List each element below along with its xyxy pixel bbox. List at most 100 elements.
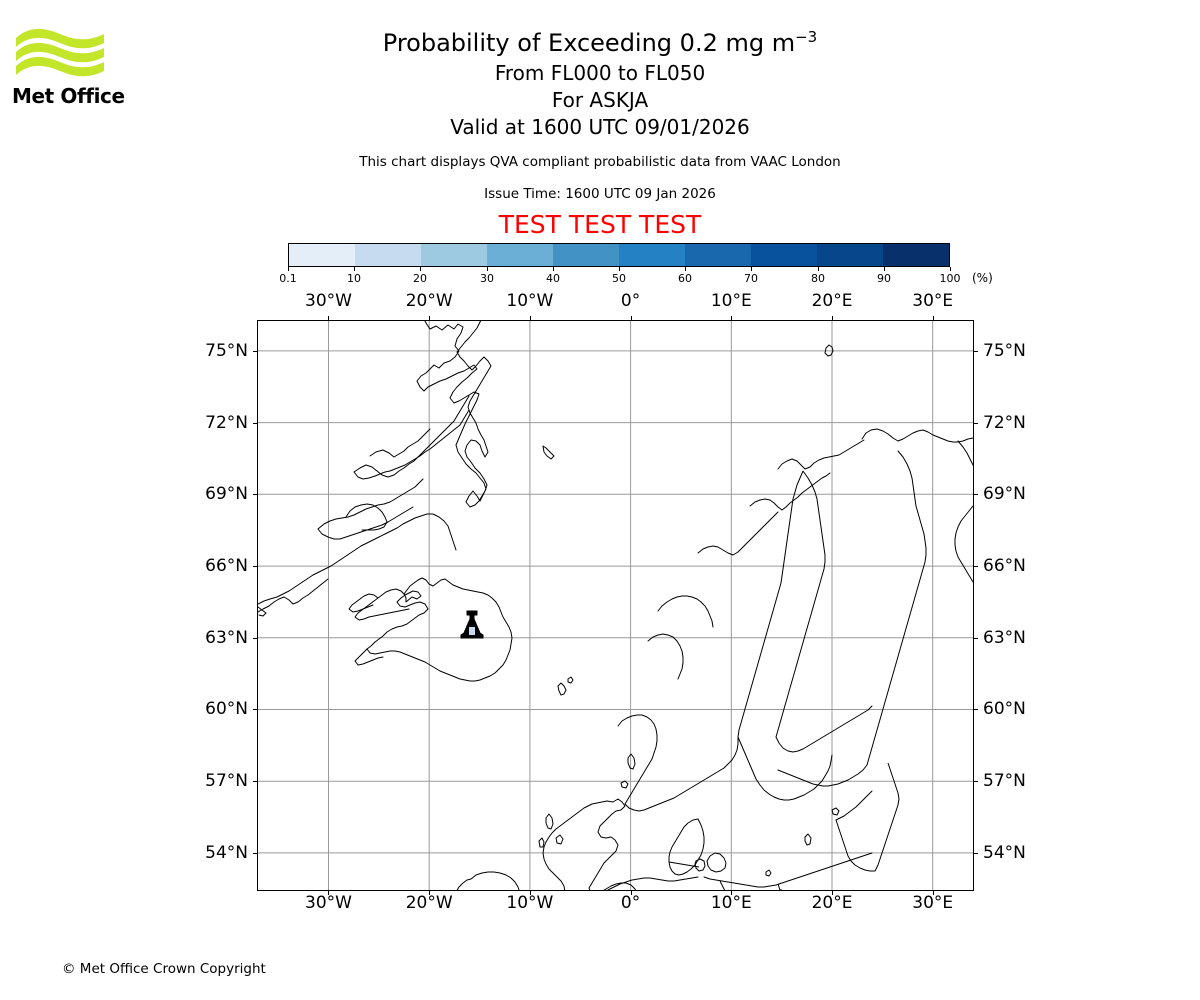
coastline-hebrides-south	[538, 837, 545, 848]
colorbar-band-3	[487, 244, 553, 266]
volcano-marker-askja[interactable]	[460, 610, 484, 639]
colorbar-tick-1	[354, 267, 355, 271]
chart-header: Probability of Exceeding 0.2 mg m−3 From…	[0, 0, 1200, 240]
tick-right-2	[974, 494, 978, 496]
coastline-greenland	[416, 321, 492, 508]
coastline-great-britain	[542, 798, 637, 890]
tick-bottom-3	[630, 891, 632, 895]
map-panel[interactable]	[257, 320, 974, 891]
colorbar-tick-4	[553, 267, 554, 271]
coastline-iceland-sw	[354, 648, 384, 666]
lon-label-bottom-5: 20°E	[811, 893, 853, 913]
colorbar-tick-label-1: 10	[347, 272, 361, 285]
coastline-faroe-islands	[557, 682, 567, 696]
lon-label-bottom-1: 20°W	[405, 893, 453, 913]
copyright-notice: © Met Office Crown Copyright	[62, 961, 266, 977]
title-text: Probability of Exceeding 0.2 mg m	[382, 29, 796, 57]
colorbar-band-6	[685, 244, 751, 266]
lon-label-top-6: 30°E	[912, 291, 954, 311]
coastline-norway-central	[657, 595, 714, 628]
met-office-logo: Met Office	[12, 26, 125, 116]
tick-right-6	[974, 781, 978, 783]
lat-label-left-0: 75°N	[205, 340, 248, 361]
lat-label-right-4: 63°N	[983, 627, 1026, 648]
coastline-norway-vestfjord	[697, 511, 779, 556]
tick-right-4	[974, 637, 978, 639]
lon-label-top-0: 30°W	[305, 291, 352, 311]
page-title: Probability of Exceeding 0.2 mg m−3	[0, 26, 1200, 60]
coastline-bornholm	[765, 869, 772, 877]
border-finland-sweden	[775, 470, 826, 738]
colorbar-tick-label-9: 90	[877, 272, 891, 285]
colorbar-tick-label-2: 20	[413, 272, 427, 285]
tick-top-6	[932, 316, 934, 320]
title-exponent: −3	[795, 28, 818, 46]
coastline-skye	[555, 834, 564, 845]
colorbar-band-1	[355, 244, 421, 266]
lat-label-right-6: 57°N	[983, 771, 1026, 792]
lon-label-bottom-2: 10°W	[506, 893, 554, 913]
tick-left-3	[253, 566, 257, 568]
coastline-sweden-east	[737, 736, 833, 801]
coastline-greenland-peninsula	[369, 428, 431, 458]
coastline-orkney	[620, 780, 629, 789]
tick-top-4	[731, 316, 733, 320]
map-gridlines	[258, 321, 973, 890]
tick-top-3	[630, 316, 632, 320]
tick-right-1	[974, 422, 978, 424]
issue-time: Issue Time: 1600 UTC 09 Jan 2026	[484, 186, 716, 202]
tick-top-1	[429, 316, 431, 320]
tick-left-7	[253, 852, 257, 854]
lat-label-left-5: 60°N	[205, 699, 248, 720]
lat-label-left-4: 63°N	[205, 627, 248, 648]
tick-bottom-2	[529, 891, 531, 895]
colorbar-tick-label-7: 70	[744, 272, 758, 285]
lat-label-left-3: 66°N	[205, 556, 248, 577]
tick-right-3	[974, 566, 978, 568]
tick-bottom-0	[328, 891, 330, 895]
lat-label-right-1: 72°N	[983, 412, 1026, 433]
coastline-shetland	[627, 753, 636, 770]
tick-left-4	[253, 637, 257, 639]
test-banner: TEST TEST TEST	[498, 210, 702, 239]
tick-bottom-4	[731, 891, 733, 895]
colorbar-band-0	[289, 244, 355, 266]
tick-left-2	[253, 494, 257, 496]
coastline-ireland	[456, 871, 520, 890]
lat-label-right-2: 69°N	[983, 484, 1026, 505]
lon-label-top-5: 20°E	[811, 291, 853, 311]
colorbar-band-4	[553, 244, 619, 266]
coastline-estonia	[835, 790, 873, 821]
colorbar-band-2	[421, 244, 487, 266]
coastline-denmark-zealand	[706, 852, 727, 873]
lon-label-bottom-0: 30°W	[305, 893, 352, 913]
coastline-norway-lofoten	[749, 472, 831, 511]
coastline-jan-mayen	[542, 445, 555, 460]
colorbar-tick-6	[685, 267, 686, 271]
coastline-denmark-jutland	[668, 818, 705, 876]
coastline-kola-peninsula	[957, 440, 973, 466]
lat-label-right-7: 54°N	[983, 842, 1026, 863]
colorbar-tick-label-10: 100	[939, 272, 961, 285]
coastlines	[258, 321, 973, 890]
coastline-greenland-south	[258, 513, 457, 605]
coastline-norway-fjords	[777, 439, 865, 470]
coastline-norway-south	[624, 737, 739, 812]
lon-label-top-3: 0°	[620, 291, 641, 311]
coastline-iceland-westfjords	[354, 588, 410, 621]
coastline-baltic-south	[703, 852, 873, 888]
tick-bottom-5	[832, 891, 833, 895]
tick-left-6	[253, 781, 257, 783]
tick-right-7	[974, 852, 978, 854]
met-office-waves-icon	[16, 28, 104, 77]
colorbar-tick-label-4: 40	[546, 272, 560, 285]
lon-label-bottom-4: 10°E	[710, 893, 752, 913]
tick-bottom-6	[932, 891, 934, 895]
colorbar-tick-label-6: 60	[678, 272, 692, 285]
lon-label-top-2: 10°W	[506, 291, 554, 311]
lat-label-right-0: 75°N	[983, 340, 1026, 361]
flight-level-line: From FL000 to FL050	[494, 61, 706, 85]
coastline-norway	[861, 428, 973, 443]
coastline-white-sea	[954, 505, 973, 583]
tick-right-5	[974, 709, 978, 711]
